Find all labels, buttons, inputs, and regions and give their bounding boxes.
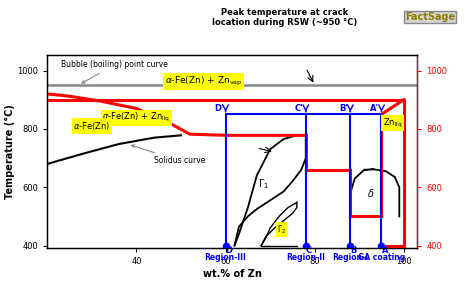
Text: Zn$_{\mathregular{liq}}$: Zn$_{\mathregular{liq}}$ [383, 117, 402, 130]
Text: $\Gamma_1$: $\Gamma_1$ [258, 177, 269, 191]
Text: Region-I: Region-I [332, 253, 368, 262]
Text: D': D' [214, 105, 223, 113]
Text: $\Gamma_2$: $\Gamma_2$ [277, 223, 286, 236]
Text: GA coating: GA coating [358, 253, 405, 262]
Y-axis label: Temperature (°C): Temperature (°C) [5, 104, 15, 199]
Text: A': A' [370, 105, 379, 113]
Text: Bubble (boiling) point curve: Bubble (boiling) point curve [61, 60, 168, 83]
Text: B: B [350, 246, 356, 255]
Text: $\alpha$-Fe(Zn) + Zn$_{\mathregular{liq}}$: $\alpha$-Fe(Zn) + Zn$_{\mathregular{liq}… [102, 111, 171, 124]
Text: C: C [306, 246, 312, 255]
Text: B': B' [339, 105, 348, 113]
Text: Solidus curve: Solidus curve [131, 145, 206, 165]
Text: D: D [226, 246, 233, 255]
Text: $\alpha$-Fe(Zn) + Zn$_{\mathregular{vap}}$: $\alpha$-Fe(Zn) + Zn$_{\mathregular{vap}… [164, 75, 242, 88]
Text: C': C' [295, 105, 303, 113]
Text: Region-II: Region-II [286, 253, 325, 262]
X-axis label: wt.% of Zn: wt.% of Zn [203, 269, 262, 279]
Text: $\delta$: $\delta$ [366, 187, 374, 199]
Text: A: A [382, 246, 388, 255]
Text: Peak temperature at crack
location during RSW (~950 °C): Peak temperature at crack location durin… [212, 8, 357, 27]
Text: FactSage: FactSage [405, 12, 455, 22]
Text: Region-III: Region-III [205, 253, 246, 262]
Text: $\alpha$-Fe(Zn): $\alpha$-Fe(Zn) [73, 120, 110, 132]
